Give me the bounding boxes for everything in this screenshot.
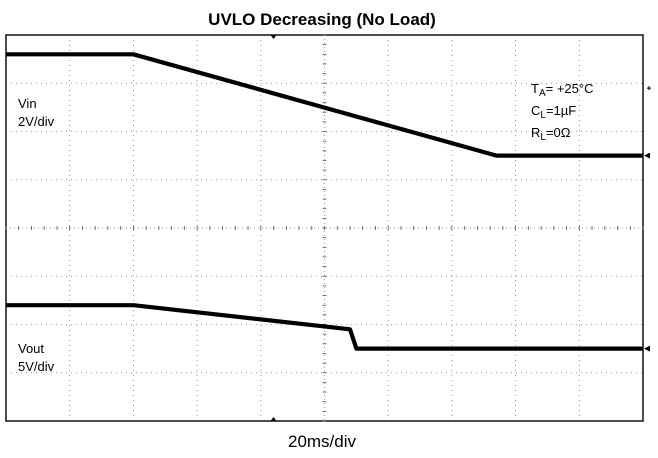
channel-label-vout: 5V/div — [18, 359, 55, 374]
channel-label-vin: Vin — [18, 96, 37, 111]
trigger-marker-bottom — [270, 417, 277, 421]
channel-label-vin: 2V/div — [18, 114, 55, 129]
reference-marker — [647, 86, 651, 91]
scope-grid — [5, 34, 644, 422]
trace-vin — [6, 52, 643, 158]
label-layer: Vin 2V/div Vout 5V/div TA= +25°C CL=1µF RL=0Ω — [18, 81, 593, 374]
condition-annotation: TA= +25°C — [531, 81, 593, 99]
channel-label-vout: Vout — [18, 341, 44, 356]
condition-annotation: CL=1µF — [531, 103, 576, 121]
trace-layer — [6, 52, 651, 352]
channel-marker-vout — [644, 345, 650, 352]
channel-marker-vin — [644, 152, 650, 159]
trigger-marker-top — [270, 35, 277, 39]
chart-title: UVLO Decreasing (No Load) — [208, 10, 436, 29]
x-axis-label: 20ms/div — [288, 432, 357, 451]
trace-vout — [6, 303, 643, 351]
condition-annotation: RL=0Ω — [531, 125, 571, 143]
